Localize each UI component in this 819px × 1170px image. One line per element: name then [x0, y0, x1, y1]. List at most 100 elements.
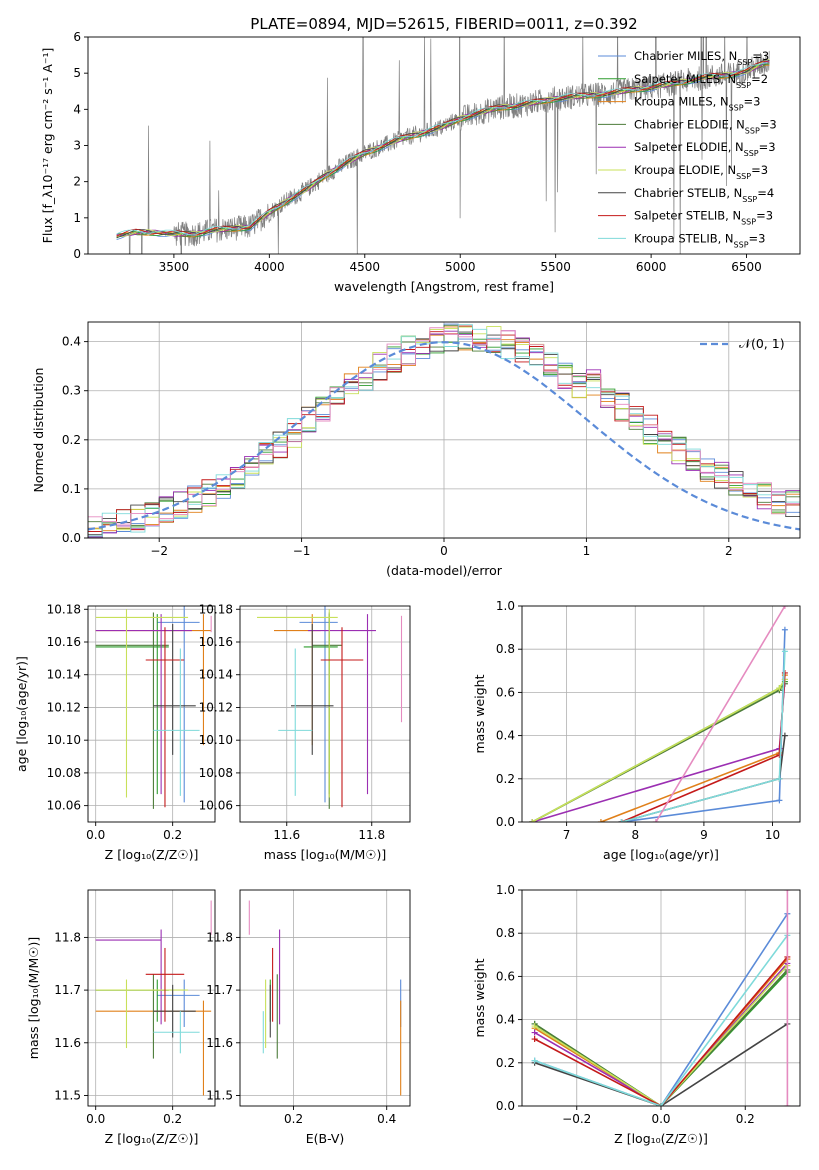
y-tick-label: 11.6 — [54, 1036, 81, 1050]
series-point-marker — [531, 1057, 538, 1064]
errorbar-point — [145, 947, 185, 1022]
x-axis-label: wavelength [Angstrom, rest frame] — [334, 279, 554, 294]
axes-frame — [87, 321, 801, 539]
series-point-marker — [618, 819, 625, 822]
y-tick-label: 0.6 — [496, 685, 515, 699]
errorbar-point — [95, 979, 189, 1049]
y-tick-label: 11.5 — [54, 1088, 81, 1102]
age-vs-z-panel: 0.0 0.2 10.06 10.08 10.10 10.12 10.14 10.16 10.1… — [14, 602, 216, 862]
errorbar-point — [291, 624, 334, 755]
y-tick-label: 10.14 — [47, 668, 81, 682]
series-point-marker — [531, 1023, 538, 1030]
legend-subscript: SSP — [737, 58, 752, 67]
age-vs-z-marks — [95, 606, 212, 809]
y-tick-label: 10.06 — [47, 799, 81, 813]
mass-vs-ebv-marks — [248, 900, 402, 1096]
x-axis-label: Z [log₁₀(Z/Z☉)] — [105, 847, 199, 862]
y-tick-label: 0.6 — [496, 969, 515, 983]
errorbar-point — [95, 614, 192, 795]
y-tick-label: 10.12 — [47, 700, 81, 714]
y-tick-label: 10.16 — [199, 635, 233, 649]
y-tick-label: 11.5 — [206, 1088, 233, 1102]
legend-label: Chabrier ELODIE, NSSP=3 — [634, 117, 777, 135]
errorbar-point — [153, 1011, 200, 1054]
x-tick-label: 3500 — [159, 260, 190, 274]
x-tick-label: 7 — [563, 828, 571, 842]
y-tick-label: 10.18 — [199, 602, 233, 616]
errorbar-point — [153, 624, 196, 755]
series-point-marker — [784, 890, 791, 893]
legend-label: Salpeter STELIB, NSSP=3 — [634, 209, 773, 227]
y-tick-label: 2 — [73, 175, 81, 189]
model-spectrum-line — [116, 59, 770, 238]
x-tick-label: 1 — [583, 544, 591, 558]
y-tick-label: 11.8 — [54, 930, 81, 944]
axes-frame — [87, 36, 801, 255]
x-tick-label: −0.2 — [562, 1112, 591, 1126]
y-tick-label: 10.10 — [47, 733, 81, 747]
x-tick-label: 4000 — [254, 260, 285, 274]
weight-series-line — [600, 675, 786, 822]
series-point-marker — [531, 1029, 538, 1036]
series-point-marker — [781, 732, 788, 739]
x-tick-label: 0.2 — [163, 828, 182, 842]
weight-vs-age-panel: 7 8 9 10 0.0 0.2 0.4 0.6 0.8 1.0 age [log₁₀(age/yr… — [472, 599, 801, 862]
series-point-marker — [776, 685, 783, 692]
x-tick-label: 0.0 — [86, 828, 105, 842]
x-tick-label: 6000 — [636, 260, 667, 274]
y-tick-label: 11.7 — [206, 983, 233, 997]
y-tick-label: 11.7 — [54, 983, 81, 997]
legend-subscript: SSP — [744, 149, 759, 158]
y-tick-label: 0.4 — [62, 335, 81, 349]
series-point-marker — [781, 626, 788, 633]
x-tick-label: 9 — [700, 828, 708, 842]
legend-count: =3 — [744, 95, 761, 109]
axes-frame — [239, 889, 411, 1107]
y-tick-label: 0.0 — [62, 531, 81, 545]
legend-subscript: SSP — [734, 240, 749, 249]
y-tick-label: 1.0 — [496, 599, 515, 613]
y-tick-label: 3 — [73, 139, 81, 153]
errorbar-point — [320, 627, 364, 808]
y-tick-label: 0.2 — [62, 433, 81, 447]
y-tick-label: 10.08 — [199, 766, 233, 780]
x-tick-label: 5500 — [540, 260, 571, 274]
x-tick-label: 0.4 — [377, 1112, 396, 1126]
y-axis-label: mass weight — [472, 674, 487, 753]
x-tick-label: −2 — [150, 544, 168, 558]
y-tick-label: 10.18 — [47, 602, 81, 616]
legend-label: Salpeter ELODIE, NSSP=3 — [634, 140, 776, 158]
y-tick-label: 11.8 — [206, 930, 233, 944]
legend-subscript: SSP — [736, 80, 751, 89]
axes-frame — [521, 605, 801, 823]
axes-frame — [87, 889, 216, 1107]
x-tick-label: 11.6 — [273, 828, 300, 842]
series-point-marker — [529, 819, 536, 822]
y-tick-label: 10.16 — [47, 635, 81, 649]
x-tick-label: 0 — [440, 544, 448, 558]
histogram-step — [88, 327, 800, 538]
x-tick-label: 5000 — [445, 260, 476, 274]
x-axis-label: age [log₁₀(age/yr)] — [603, 847, 719, 862]
legend-subscript: SSP — [742, 194, 757, 203]
axes-frame — [521, 889, 801, 1107]
legend-count: =3 — [749, 231, 766, 245]
series-point-marker — [776, 797, 783, 804]
errorbar-point — [95, 979, 169, 1022]
weight-vs-age-marks — [529, 606, 788, 822]
y-tick-label: 0.8 — [496, 926, 515, 940]
legend-subscript: SSP — [736, 172, 751, 181]
errorbar-point — [274, 614, 321, 746]
errorbar-point — [153, 648, 200, 796]
y-axis-label: mass [log₁₀(M/M☉)] — [26, 937, 41, 1059]
y-tick-label: 10.12 — [199, 700, 233, 714]
series-point-marker — [781, 606, 788, 609]
legend-label: Chabrier MILES, NSSP=3 — [634, 49, 769, 67]
legend-count: =3 — [756, 209, 773, 223]
weight-series-line — [621, 651, 786, 822]
model-spectrum-line — [116, 62, 770, 236]
y-tick-label: 0.3 — [62, 384, 81, 398]
x-tick-label: 0.2 — [284, 1112, 303, 1126]
legend-count: =3 — [752, 49, 769, 63]
legend-subscript: SSP — [741, 217, 756, 226]
